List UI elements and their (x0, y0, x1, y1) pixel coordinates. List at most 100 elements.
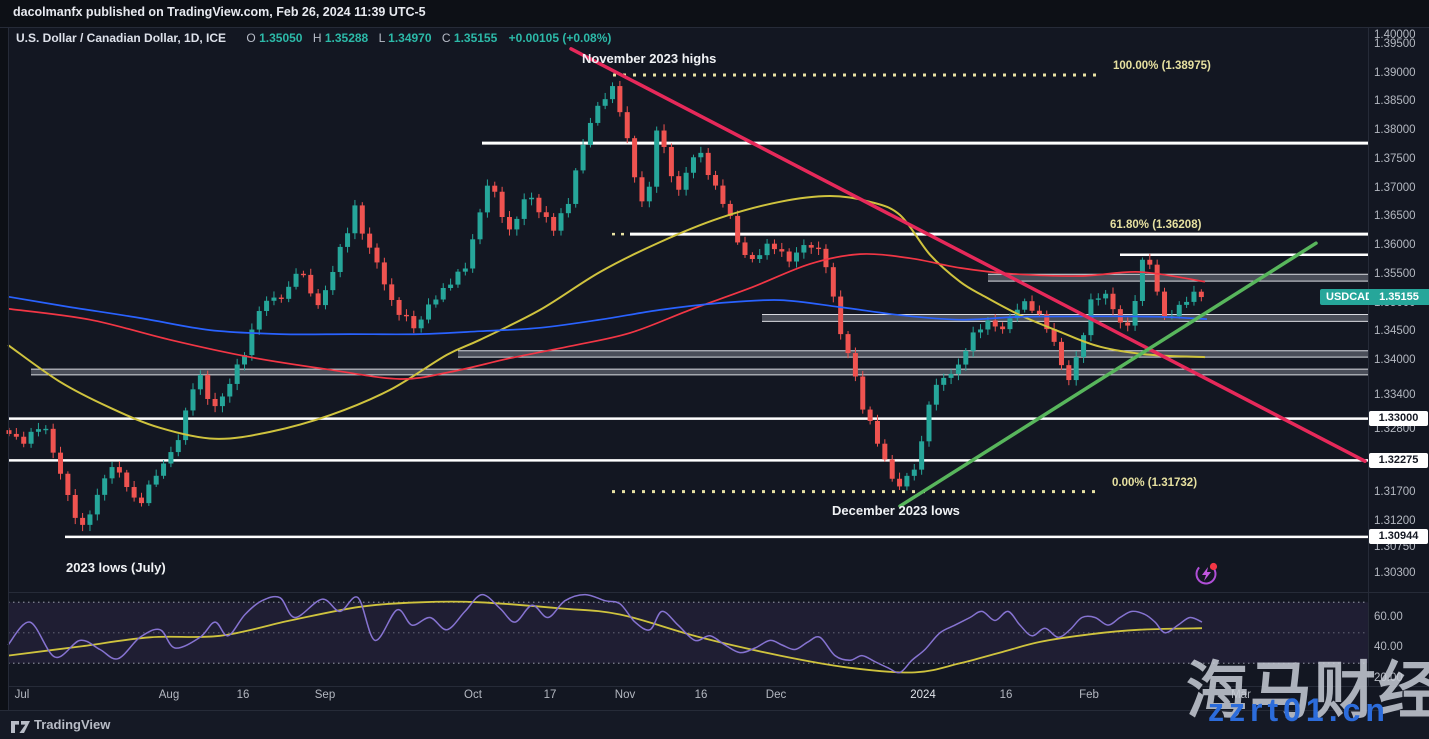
candle-body (80, 517, 86, 525)
price-tick: 1.30300 (1374, 566, 1416, 579)
candle-body (227, 383, 233, 397)
candle-body (492, 185, 498, 192)
candle-body (403, 314, 409, 317)
candle-body (161, 463, 167, 476)
symbol-info-bar[interactable]: U.S. Dollar / Canadian Dollar, 1D, ICE O… (16, 31, 611, 47)
candle-body (632, 138, 638, 178)
candle-body (197, 374, 203, 390)
candle-body (389, 284, 395, 300)
candle-body (948, 373, 954, 378)
tradingview-logo-icon[interactable] (11, 718, 31, 733)
candle-body (1103, 293, 1109, 299)
candle-body (587, 122, 593, 145)
candle-body (1147, 259, 1153, 265)
candle-body (867, 409, 873, 421)
tradingview-brand-text[interactable]: TradingView (34, 717, 111, 732)
bottom-bar: TradingView (0, 711, 1429, 739)
candle-body (470, 239, 476, 269)
candle-body (808, 245, 814, 248)
rsi-tick: 60.00 (1374, 610, 1403, 623)
rsi-tick: 20.00 (1374, 671, 1403, 684)
candle-body (205, 374, 211, 399)
candle-body (102, 478, 108, 495)
fib-label: 100.00% (1.38975) (1113, 59, 1211, 72)
price-tick: 1.37000 (1374, 181, 1416, 194)
candle-body (1058, 341, 1064, 366)
supply-demand-zone (762, 314, 1368, 322)
candle-body (852, 353, 858, 377)
candle-body (116, 467, 122, 473)
candle-body (794, 252, 800, 262)
change-value: +0.00105 (+0.08%) (508, 31, 612, 45)
candle-body (565, 203, 571, 214)
time-tick: Oct (464, 689, 482, 701)
candle-body (941, 377, 947, 385)
time-tick: Sep (314, 689, 336, 701)
annotation-july-lows: 2023 lows (July) (66, 560, 166, 575)
candle-body (13, 433, 19, 437)
candle-body (926, 404, 932, 442)
candle-body (138, 497, 144, 504)
candle-body (440, 287, 446, 300)
candle-body (1000, 326, 1006, 330)
time-tick: Feb (1079, 689, 1099, 701)
candle-body (676, 176, 682, 190)
price-tick: 1.34000 (1374, 354, 1416, 367)
candle-body (1162, 291, 1168, 317)
candle-body (668, 146, 674, 177)
candle-body (771, 243, 777, 250)
candle-body (131, 487, 137, 498)
price-tick: 1.35500 (1374, 267, 1416, 280)
candle-body (816, 247, 822, 250)
frame-left-border (8, 27, 9, 710)
candle-body (735, 215, 741, 243)
supply-demand-zone (31, 369, 1368, 375)
candle-body (219, 396, 225, 407)
candle-body (720, 185, 726, 204)
close-value: 1.35155 (453, 31, 498, 45)
low-label: L (378, 31, 385, 45)
candle-body (683, 172, 689, 190)
price-tick: 1.33400 (1374, 388, 1416, 401)
candle-body (551, 216, 557, 231)
candle-body (6, 430, 12, 434)
candle-body (1066, 365, 1072, 381)
candle-body (1073, 357, 1079, 381)
candle-body (345, 233, 351, 247)
frame-top-border (0, 27, 1429, 28)
candle-body (352, 205, 358, 234)
symbol-title[interactable]: U.S. Dollar / Canadian Dollar, 1D, ICE (16, 31, 227, 45)
supply-demand-zone (458, 350, 1368, 358)
candle-body (639, 177, 645, 202)
candle-body (985, 320, 991, 330)
candle-body (1154, 264, 1160, 292)
rsi-signal-line (7, 600, 1203, 674)
fib-label: 61.80% (1.36208) (1110, 219, 1202, 232)
candle-body (713, 175, 719, 186)
candle-body (374, 247, 380, 263)
uptrend-line (898, 241, 1318, 508)
time-tick: 16 (236, 689, 250, 701)
bottom-bar-divider (0, 710, 1429, 711)
candle-body (183, 410, 189, 441)
downtrend-line (569, 47, 1367, 463)
candle-body (963, 350, 969, 365)
candle-body (330, 272, 336, 291)
price-tick: 1.34500 (1374, 325, 1416, 338)
candle-body (690, 157, 696, 173)
candle-body (455, 271, 461, 285)
candle-body (955, 364, 961, 374)
candle-body (256, 311, 262, 330)
price-tick: 1.31700 (1374, 486, 1416, 499)
price-tick: 1.32800 (1374, 423, 1416, 436)
candle-body (779, 249, 785, 252)
annotation-december-lows: December 2023 lows (832, 503, 960, 518)
candle-body (1036, 310, 1042, 315)
low-value: 1.34970 (388, 31, 432, 45)
candle-body (823, 248, 829, 268)
time-tick: Nov (614, 689, 636, 701)
sma-slow-yellow (7, 195, 1206, 440)
price-tick: 1.36000 (1374, 239, 1416, 252)
candle-body (308, 274, 314, 294)
